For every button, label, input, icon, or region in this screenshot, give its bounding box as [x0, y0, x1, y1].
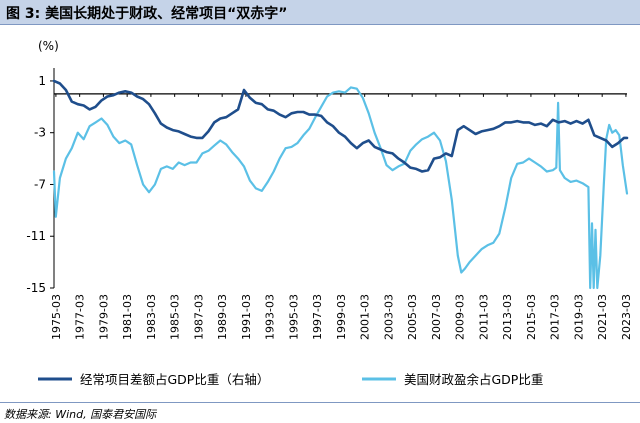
- x-tick-label: 2017-03: [549, 294, 562, 340]
- figure-title: 图 3: 美国长期处于财政、经常项目“双赤字”: [6, 6, 288, 22]
- x-tick-label: 1993-03: [264, 294, 277, 340]
- y-tick-label: 1: [38, 74, 46, 88]
- y-tick-label: -15: [26, 281, 46, 295]
- figure-title-bar: 图 3: 美国长期处于财政、经常项目“双赤字”: [0, 0, 640, 25]
- y-tick-label: -7: [34, 177, 46, 191]
- y-axis-unit-label: (%): [38, 39, 59, 53]
- chart-series-layer: [52, 79, 629, 290]
- source-note: 数据来源: Wind, 国泰君安国际: [4, 408, 157, 421]
- x-tick-label: 1977-03: [74, 294, 87, 340]
- y-tick-label: -11: [26, 229, 46, 243]
- x-tick-label: 1995-03: [287, 294, 300, 340]
- x-tick-label: 1991-03: [240, 294, 253, 340]
- x-tick-label: 2013-03: [501, 294, 514, 340]
- x-tick-label: 2019-03: [572, 294, 585, 340]
- x-tick-label: 2021-03: [596, 294, 609, 340]
- x-tick-label: 2007-03: [430, 294, 443, 340]
- x-tick-label: 1989-03: [216, 294, 229, 340]
- x-tick-label: 1975-03: [50, 294, 63, 340]
- chart: (%) 1 -3 -7 -11 -15 1975-03 1977-03 1979-03 1981-…: [26, 39, 633, 387]
- x-tick-label: 2001-03: [359, 294, 372, 340]
- x-tick-label: 2023-03: [620, 294, 633, 340]
- x-tick-label: 1979-03: [97, 294, 110, 340]
- y-tick-label: -3: [34, 126, 46, 140]
- x-tick-label: 2011-03: [477, 294, 490, 340]
- x-tick-label: 2015-03: [525, 294, 538, 340]
- x-tick-label: 1987-03: [192, 294, 205, 340]
- chart-legend: 经常项目差额占GDP比重（右轴） 美国财政盈余占GDP比重: [38, 372, 543, 387]
- legend-label: 经常项目差额占GDP比重（右轴）: [80, 372, 269, 387]
- series-line-current-account: [52, 79, 629, 173]
- chart-axes: (%) 1 -3 -7 -11 -15 1975-03 1977-03 1979-03 1981-…: [26, 39, 633, 340]
- legend-item-current-account: 经常项目差额占GDP比重（右轴）: [38, 372, 269, 387]
- source-bar: 数据来源: Wind, 国泰君安国际: [0, 402, 640, 423]
- x-tick-label: 1983-03: [145, 294, 158, 340]
- x-tick-label: 1981-03: [121, 294, 134, 340]
- x-tick-label: 2003-03: [382, 294, 395, 340]
- x-tick-label: 2005-03: [406, 294, 419, 340]
- series-line-fiscal-balance: [52, 86, 629, 290]
- x-tick-label: 1985-03: [169, 294, 182, 340]
- legend-item-fiscal-balance: 美国财政盈余占GDP比重: [362, 372, 543, 387]
- x-tick-label: 1997-03: [311, 294, 324, 340]
- x-tick-label: 1999-03: [335, 294, 348, 340]
- legend-label: 美国财政盈余占GDP比重: [404, 372, 543, 387]
- x-tick-label: 2009-03: [454, 294, 467, 340]
